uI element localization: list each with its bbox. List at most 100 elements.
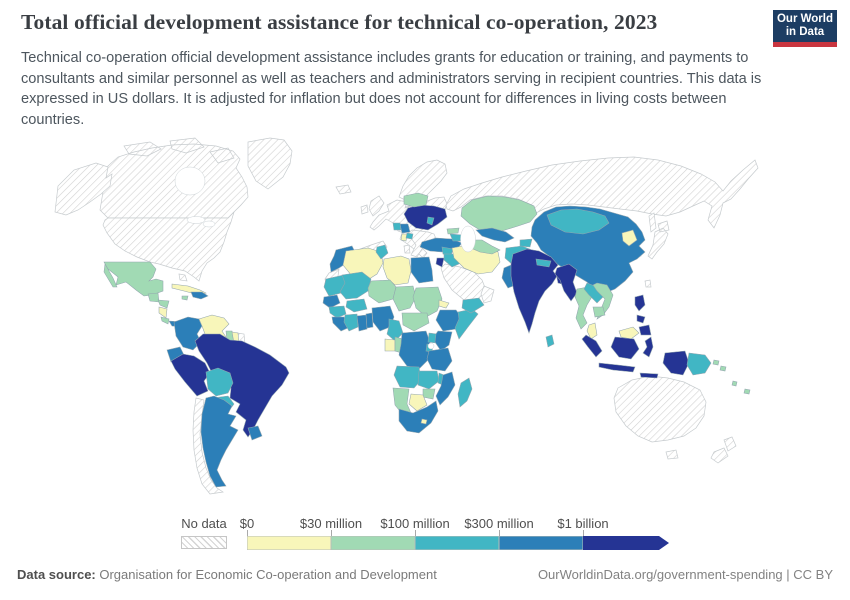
country-argentina[interactable] — [200, 395, 239, 488]
country-cambodia[interactable] — [592, 306, 606, 318]
country-new-zealand[interactable] — [710, 436, 737, 464]
country-somalia[interactable] — [454, 308, 479, 340]
country-south-africa[interactable] — [398, 400, 439, 434]
legend-band-30-100m[interactable] — [331, 536, 415, 550]
legend-band-100-300m[interactable] — [415, 536, 499, 550]
country-kenya[interactable] — [434, 330, 453, 352]
credit-link[interactable]: OurWorldinData.org/government-spending |… — [537, 567, 833, 582]
country-japan[interactable] — [647, 220, 670, 260]
country-chile[interactable] — [192, 397, 224, 495]
legend-band-300m-1b[interactable] — [499, 536, 583, 550]
country-albania[interactable] — [400, 233, 408, 242]
country-myanmar[interactable] — [554, 263, 578, 302]
country-united-states[interactable] — [54, 162, 235, 282]
country-iceland[interactable] — [335, 184, 352, 195]
country-kazakhstan[interactable] — [460, 195, 538, 235]
country-honduras[interactable] — [157, 299, 170, 309]
country-zimbabwe[interactable] — [422, 388, 436, 400]
country-zambia[interactable] — [417, 370, 440, 390]
country-belarus[interactable] — [403, 192, 429, 208]
country-papua-new-guinea[interactable] — [686, 352, 712, 376]
country-eritrea[interactable] — [438, 299, 450, 309]
country-ghana[interactable] — [356, 314, 368, 332]
country-venezuela[interactable] — [198, 314, 230, 340]
country-sri-lanka[interactable] — [545, 334, 555, 348]
world-choropleth-map[interactable] — [0, 137, 850, 515]
country-north-korea[interactable] — [621, 229, 638, 247]
map-water-layer — [174, 166, 476, 350]
country-serbia[interactable] — [399, 223, 411, 234]
country-central-african-republic[interactable] — [401, 312, 430, 332]
country-guatemala[interactable] — [147, 292, 160, 303]
country-australia[interactable] — [613, 375, 707, 443]
country-costa-rica[interactable] — [160, 316, 170, 325]
legend-color-bar — [247, 536, 669, 550]
region-tasmania[interactable] — [665, 449, 679, 460]
country-jamaica[interactable] — [181, 295, 189, 301]
country-bosnia-herzegovina[interactable] — [392, 222, 402, 231]
country-libya[interactable] — [382, 255, 412, 286]
country-lesotho[interactable] — [420, 418, 428, 425]
country-mongolia[interactable] — [546, 208, 610, 235]
country-burkina-faso[interactable] — [345, 298, 368, 313]
country-vanuatu[interactable] — [731, 380, 738, 387]
country-united-kingdom[interactable] — [368, 195, 385, 217]
country-georgia[interactable] — [446, 227, 460, 235]
country-mozambique[interactable] — [435, 371, 456, 406]
country-guinea[interactable] — [328, 305, 347, 319]
country-niger[interactable] — [367, 279, 397, 304]
great-lakes — [186, 216, 206, 224]
country-taiwan[interactable] — [644, 279, 652, 288]
country-bolivia[interactable] — [205, 367, 234, 397]
country-mexico[interactable] — [103, 261, 164, 297]
legend-tick-mark — [331, 530, 332, 536]
country-oman[interactable] — [480, 285, 495, 304]
country-indonesia[interactable] — [581, 334, 690, 379]
country-moldova[interactable] — [426, 216, 435, 226]
country-egypt[interactable] — [410, 256, 434, 284]
country-nicaragua[interactable] — [158, 306, 168, 319]
country-uruguay[interactable] — [247, 425, 263, 441]
owid-logo[interactable]: Our World in Data — [773, 10, 837, 47]
country-tajikistan[interactable] — [519, 238, 533, 248]
country-canada[interactable] — [99, 137, 249, 219]
country-angola[interactable] — [393, 365, 422, 389]
country-mali[interactable] — [339, 271, 372, 300]
country-gabon[interactable] — [384, 338, 396, 352]
legend-band-1b-plus[interactable] — [583, 536, 669, 550]
legend-tick-mark — [247, 530, 248, 536]
country-haiti-dominican-republic[interactable] — [190, 291, 209, 300]
country-botswana[interactable] — [408, 393, 428, 412]
country-philippines[interactable] — [634, 294, 652, 336]
country-vietnam[interactable] — [592, 282, 614, 320]
country-greenland[interactable] — [247, 137, 293, 190]
country-yemen[interactable] — [461, 297, 485, 314]
country-fiji[interactable] — [743, 388, 751, 395]
country-jordan[interactable] — [435, 257, 445, 268]
country-benin-togo[interactable] — [365, 312, 374, 329]
legend-band-0-30m[interactable] — [247, 536, 331, 550]
country-senegal[interactable] — [322, 294, 341, 309]
legend-tick-100m: $100 million — [380, 516, 450, 531]
country-nepal[interactable] — [535, 258, 552, 268]
country-malaysia[interactable] — [586, 322, 640, 340]
country-tanzania[interactable] — [426, 347, 453, 372]
country-peru[interactable] — [170, 353, 211, 397]
country-algeria[interactable] — [342, 247, 384, 282]
country-india[interactable] — [510, 248, 559, 334]
legend-tick-mark — [583, 530, 584, 536]
country-bahamas[interactable] — [178, 273, 188, 282]
country-chad[interactable] — [392, 285, 417, 312]
legend-no-data-swatch[interactable] — [181, 536, 227, 549]
country-north-macedonia[interactable] — [405, 232, 414, 240]
country-cote-divoire[interactable] — [343, 313, 359, 332]
country-madagascar[interactable] — [457, 377, 473, 408]
region-sakhalin[interactable] — [648, 212, 657, 233]
country-tunisia[interactable] — [375, 244, 389, 260]
country-uzbekistan[interactable] — [475, 227, 515, 243]
country-ukraine[interactable] — [403, 204, 448, 231]
country-sudan[interactable] — [412, 286, 443, 318]
country-ireland[interactable] — [360, 204, 369, 215]
country-solomon-islands[interactable] — [712, 359, 727, 372]
